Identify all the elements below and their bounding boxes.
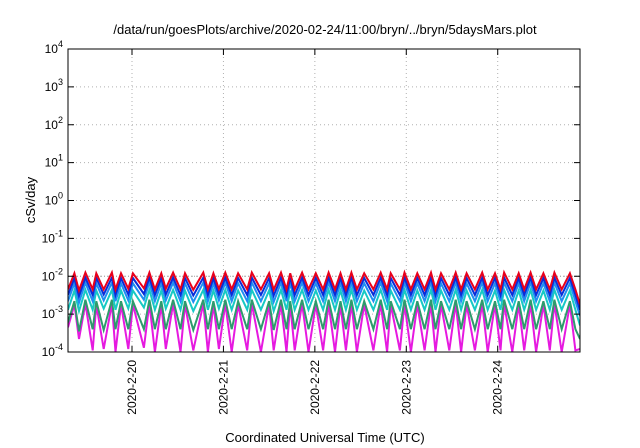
y-tick-label: 10-3 <box>42 304 63 321</box>
x-axis-label: Coordinated Universal Time (UTC) <box>225 430 424 445</box>
series-group <box>68 269 580 352</box>
y-tick-label: 10-2 <box>42 266 63 283</box>
y-tick-label: 104 <box>45 39 63 56</box>
series-line <box>68 269 580 305</box>
x-tick-label: 2020-2-21 <box>216 360 230 415</box>
y-tick-label: 100 <box>45 191 63 208</box>
x-tick-label: 2020-2-24 <box>491 360 505 415</box>
axes: 2020-2-20 2020-2-21 2020-2-22 2020-2-23 2020… <box>42 39 580 415</box>
x-tick-label: 2020-2-22 <box>308 360 322 415</box>
series-line <box>68 274 580 311</box>
y-axis-label: cSv/day <box>23 176 38 223</box>
x-tick-label: 2020-2-23 <box>399 360 413 415</box>
series-line <box>68 279 580 317</box>
series-line <box>68 297 580 340</box>
y-tick-label: 10-4 <box>42 342 63 359</box>
series-line <box>68 285 580 326</box>
chart-title: /data/run/goesPlots/archive/2020-02-24/1… <box>113 22 537 37</box>
y-tick-label: 10-1 <box>42 228 63 245</box>
y-tick-label: 102 <box>45 115 63 132</box>
y-tick-label: 103 <box>45 77 63 94</box>
x-tick-label: 2020-2-20 <box>125 360 139 415</box>
series-line <box>68 303 580 352</box>
y-tick-label: 101 <box>45 153 63 170</box>
